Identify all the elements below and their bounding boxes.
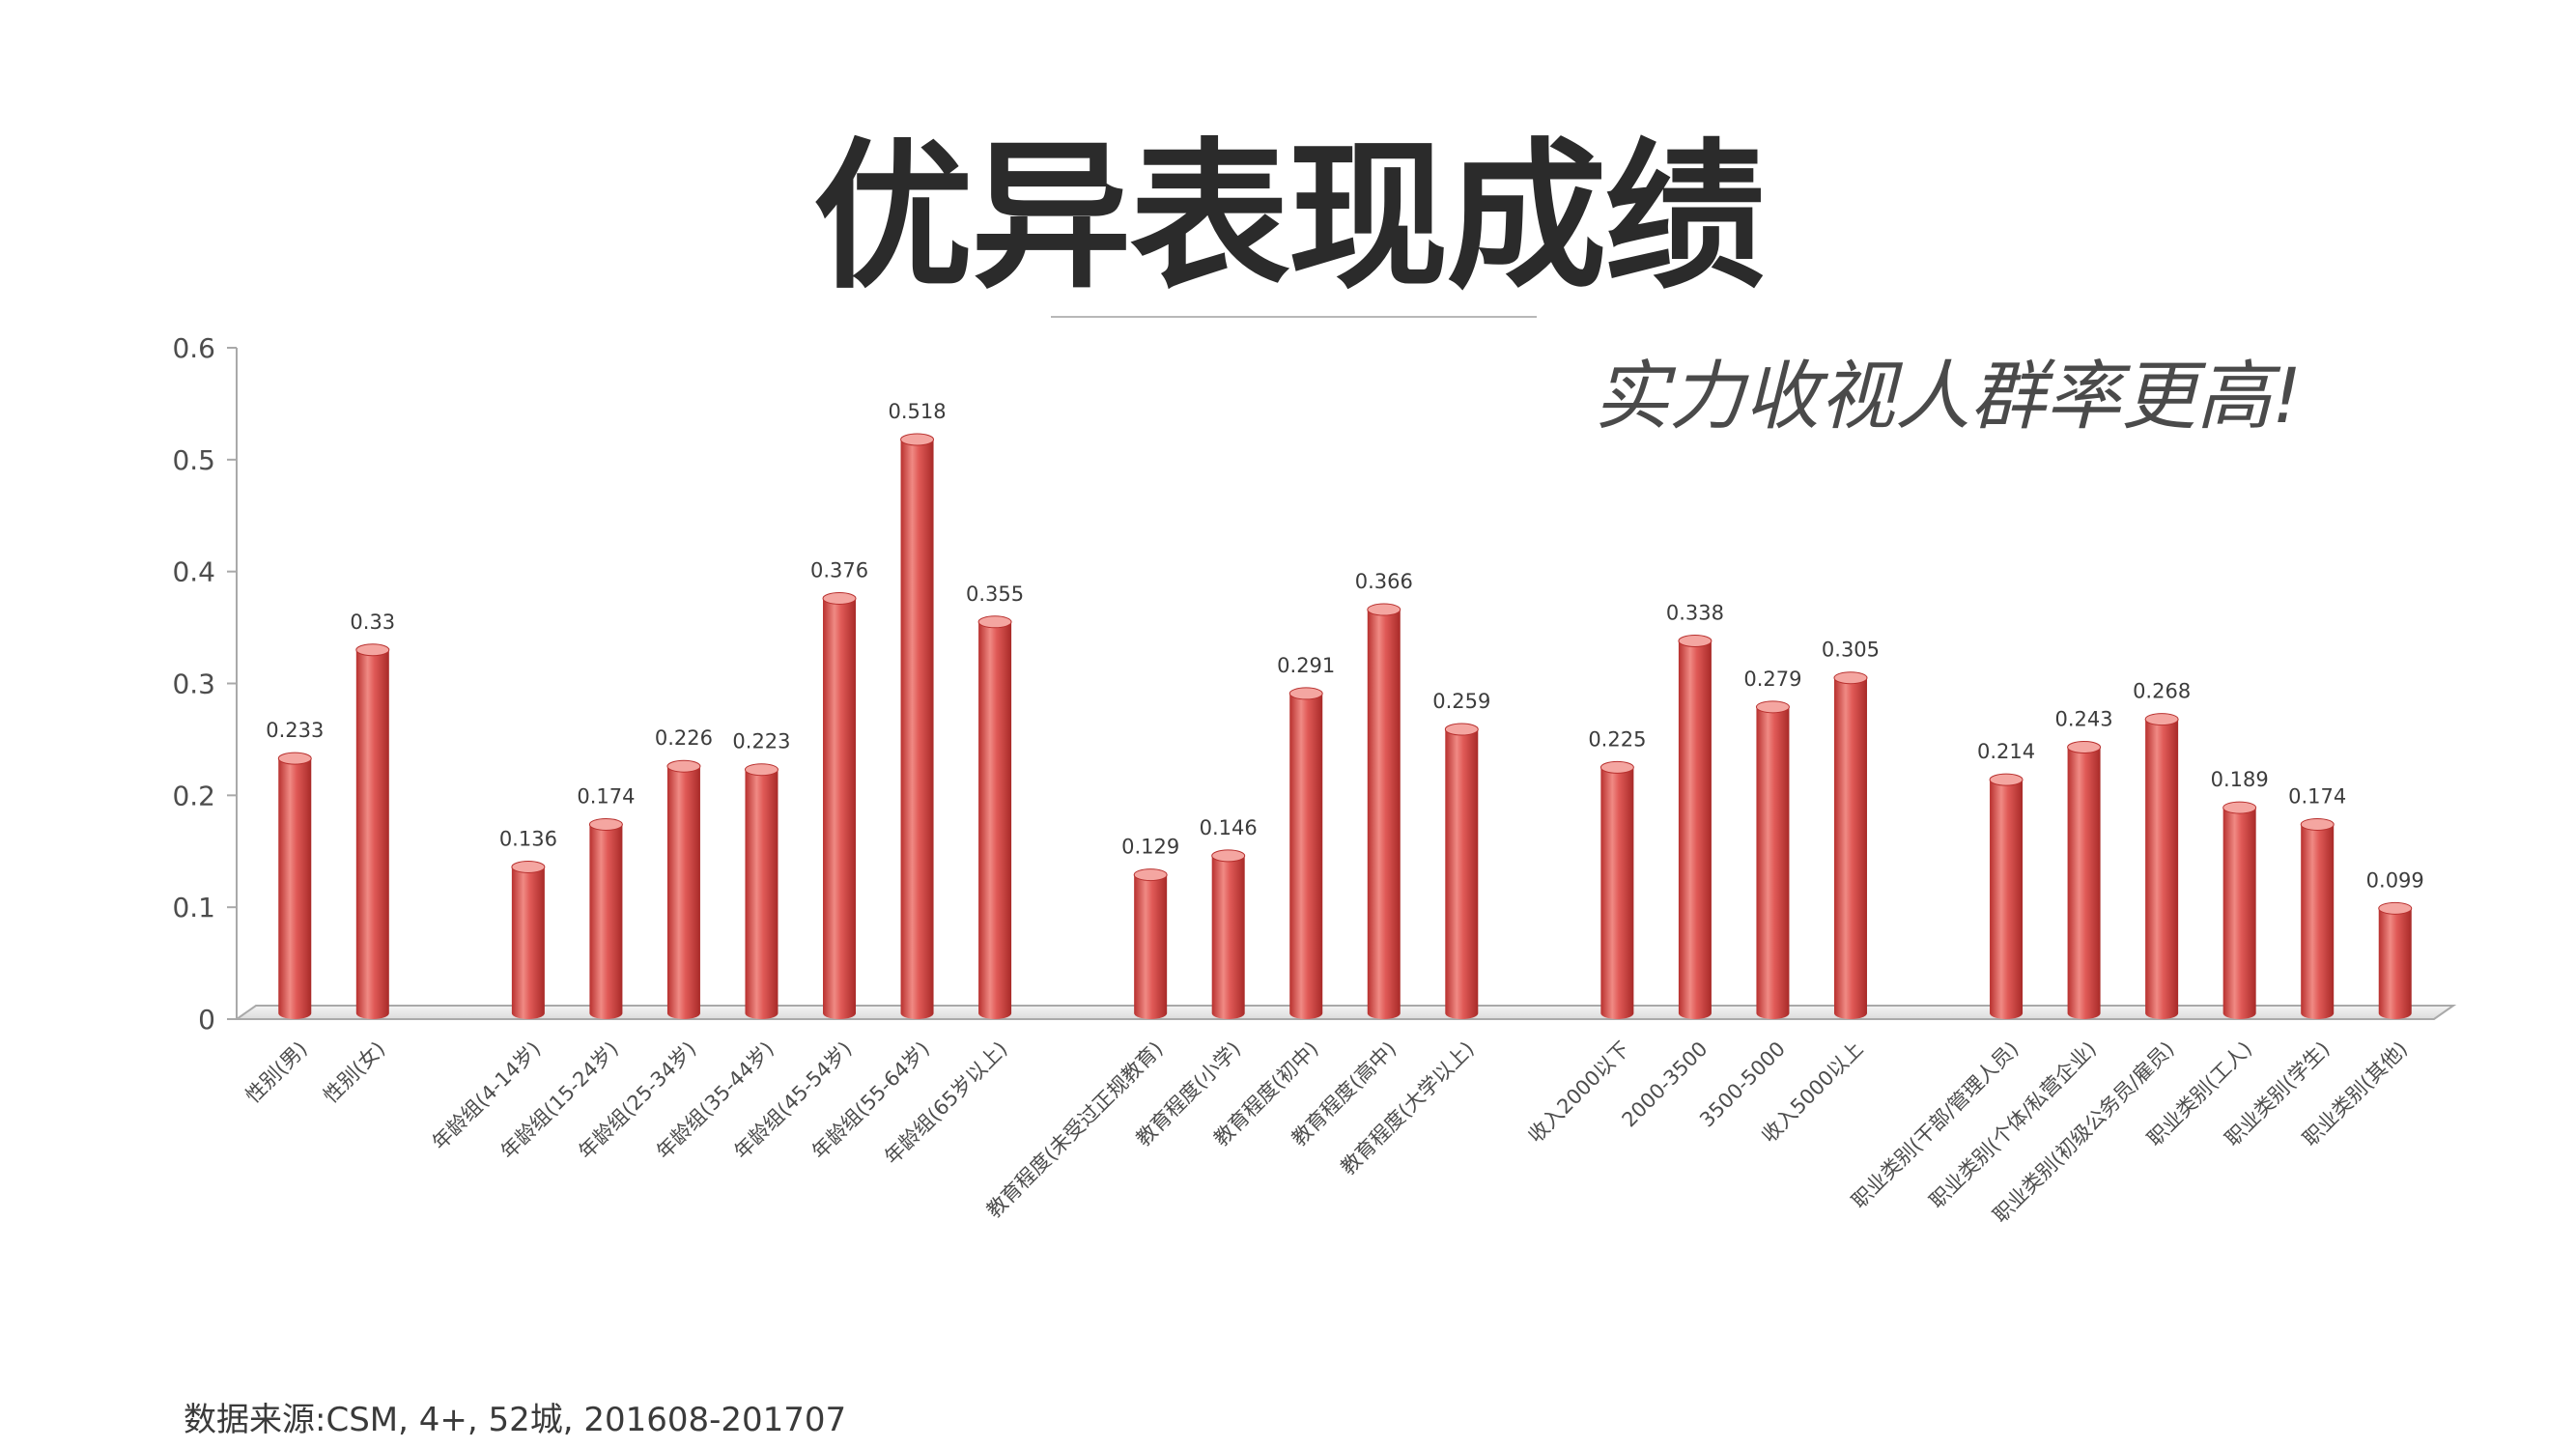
bar xyxy=(2145,713,2179,1019)
data-label: 0.233 xyxy=(266,719,324,742)
bar xyxy=(511,861,545,1019)
data-label: 0.214 xyxy=(1977,740,2035,763)
slogan-text: 实力收视人群率更高! xyxy=(1594,354,2303,440)
page-title: 优异表现成绩 xyxy=(812,125,1766,311)
y-tick-label: 0.5 xyxy=(172,444,215,476)
axis-layer xyxy=(227,347,2457,1020)
bar-top xyxy=(1989,773,2024,786)
data-label: 0.366 xyxy=(1355,570,1413,593)
data-label: 0.136 xyxy=(499,827,557,850)
bar-top xyxy=(511,860,546,873)
bar xyxy=(1600,761,1634,1019)
bar-top xyxy=(744,763,778,777)
data-label: 0.243 xyxy=(2055,708,2113,731)
data-label: 0.099 xyxy=(2366,868,2424,892)
bar-top xyxy=(2144,713,2179,726)
bar xyxy=(1134,868,1168,1019)
bar xyxy=(1678,635,1712,1019)
bar-top xyxy=(900,433,935,446)
y-tick-label: 0.2 xyxy=(172,780,215,811)
y-tick-label: 0 xyxy=(198,1004,215,1036)
bars-layer xyxy=(277,433,2413,1019)
data-label: 0.355 xyxy=(966,582,1024,606)
bar xyxy=(2222,802,2256,1019)
bar-top xyxy=(588,817,623,831)
data-label: 0.268 xyxy=(2133,680,2191,703)
x-tick-label: 收入2000以下 xyxy=(1524,1037,1634,1148)
x-tick-label: 教育程度(大学以上) xyxy=(1336,1037,1478,1179)
data-label: 0.174 xyxy=(2288,784,2346,808)
bar xyxy=(1289,687,1323,1019)
bar xyxy=(1990,774,2024,1019)
data-label: 0.129 xyxy=(1121,836,1179,859)
bar-top xyxy=(1133,868,1168,882)
data-source-note: 数据来源:CSM, 4+, 52城, 201608-201707 xyxy=(184,1401,847,1439)
data-label: 0.146 xyxy=(1200,816,1258,839)
data-label: 0.338 xyxy=(1666,601,1724,624)
bar-top xyxy=(355,643,390,657)
bar xyxy=(900,433,934,1019)
bar-top xyxy=(1211,849,1246,863)
bar-top xyxy=(2222,801,2257,814)
bar-top xyxy=(2067,741,2102,754)
title-underline xyxy=(1051,316,1537,318)
data-label: 0.279 xyxy=(1743,668,1801,691)
bar xyxy=(2067,741,2101,1019)
bar xyxy=(1211,849,1245,1019)
data-label: 0.189 xyxy=(2211,768,2269,791)
data-label: 0.376 xyxy=(810,558,868,582)
bar xyxy=(978,615,1012,1019)
bar xyxy=(1833,671,1867,1019)
bar-top xyxy=(277,752,312,765)
bar xyxy=(1445,723,1479,1019)
bar xyxy=(278,753,312,1019)
y-tick-label: 0.6 xyxy=(172,332,215,364)
data-label: 0.225 xyxy=(1588,727,1646,751)
chart-floor xyxy=(233,1005,2457,1020)
bar-top xyxy=(2300,817,2335,831)
bar xyxy=(1367,604,1401,1019)
data-label: 0.223 xyxy=(732,730,790,753)
data-label: 0.226 xyxy=(655,726,713,750)
bar-top xyxy=(1755,700,1790,714)
bar xyxy=(2301,818,2335,1019)
y-tick-label: 0.1 xyxy=(172,892,215,923)
data-label: 0.174 xyxy=(577,784,635,808)
bar xyxy=(355,643,389,1019)
y-tick-label: 0.3 xyxy=(172,668,215,700)
y-tick-label: 0.4 xyxy=(172,556,215,588)
data-label: 0.305 xyxy=(1822,639,1880,662)
bar xyxy=(2378,902,2412,1019)
bar xyxy=(589,818,623,1019)
x-tick-label: 性别(男) xyxy=(241,1037,312,1108)
bar-top xyxy=(1444,723,1479,736)
data-label: 0.291 xyxy=(1277,654,1335,677)
bar-top xyxy=(1678,634,1713,647)
bar-top xyxy=(1599,760,1634,774)
bar-top xyxy=(1367,603,1401,616)
bar xyxy=(666,760,700,1019)
data-label: 0.33 xyxy=(350,611,395,634)
bar-top xyxy=(822,591,857,605)
data-label: 0.518 xyxy=(888,400,946,423)
bar-top xyxy=(977,615,1012,629)
bar-top xyxy=(2378,901,2413,915)
data-label: 0.259 xyxy=(1432,690,1490,713)
bar-top xyxy=(1833,671,1868,685)
bar-top xyxy=(1288,687,1323,700)
bar xyxy=(823,592,857,1019)
bar xyxy=(1756,700,1790,1019)
bar-top xyxy=(666,759,701,773)
x-tick-label: 性别(女) xyxy=(319,1037,389,1108)
bar xyxy=(745,763,778,1019)
